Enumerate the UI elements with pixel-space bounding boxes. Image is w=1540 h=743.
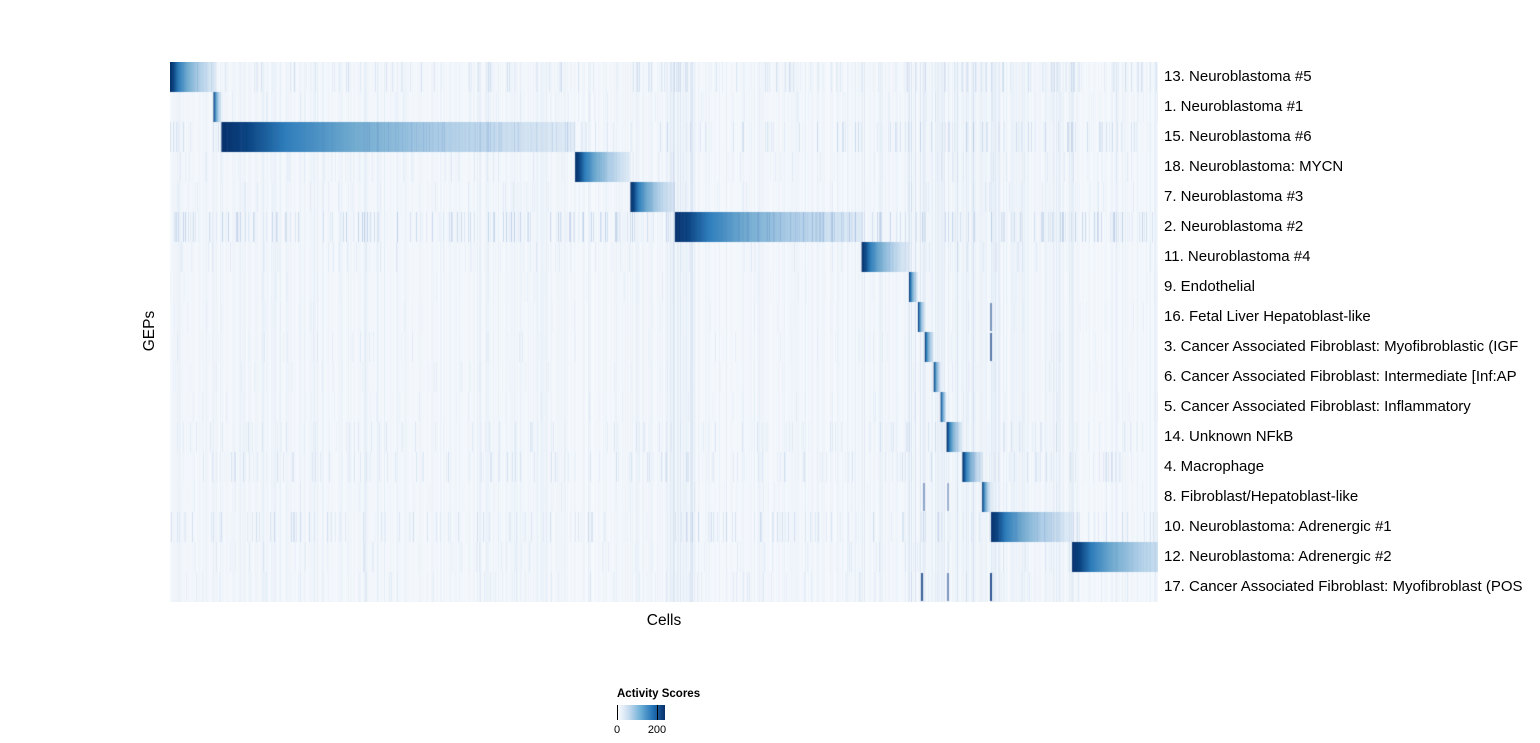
gep-row-label: 6. Cancer Associated Fibroblast: Interme… bbox=[1164, 368, 1517, 385]
gep-row-label: 4. Macrophage bbox=[1164, 458, 1265, 475]
gep-row-label: 10. Neuroblastoma: Adrenergic #1 bbox=[1164, 518, 1392, 535]
legend-tick-min bbox=[617, 705, 618, 720]
gep-row-label: 15. Neuroblastoma #6 bbox=[1164, 128, 1312, 145]
legend-label-max: 200 bbox=[647, 724, 667, 736]
gep-row-label: 5. Cancer Associated Fibroblast: Inflamm… bbox=[1164, 398, 1471, 415]
gep-row-label: 12. Neuroblastoma: Adrenergic #2 bbox=[1164, 548, 1392, 565]
gep-row-label: 13. Neuroblastoma #5 bbox=[1164, 68, 1312, 85]
gep-row-label: 18. Neuroblastoma: MYCN bbox=[1164, 158, 1344, 175]
gep-row-label: 16. Fetal Liver Hepatoblast-like bbox=[1164, 308, 1371, 325]
y-axis-label: GEPs bbox=[141, 310, 158, 352]
legend-title: Activity Scores bbox=[617, 688, 701, 700]
legend-colorbar bbox=[617, 705, 665, 720]
legend-tick-max bbox=[656, 705, 658, 720]
legend-label-min: 0 bbox=[613, 724, 621, 736]
gep-row-label: 3. Cancer Associated Fibroblast: Myofibr… bbox=[1164, 338, 1519, 355]
gep-row-label: 17. Cancer Associated Fibroblast: Myofib… bbox=[1164, 578, 1523, 595]
gep-row-label: 11. Neuroblastoma #4 bbox=[1164, 248, 1311, 265]
gep-row-label: 14. Unknown NFkB bbox=[1164, 428, 1294, 445]
heatmap-canvas bbox=[170, 62, 1158, 602]
gep-row-label: 7. Neuroblastoma #3 bbox=[1164, 188, 1304, 205]
x-axis-label: Cells bbox=[646, 612, 682, 629]
gep-row-label: 9. Endothelial bbox=[1164, 278, 1255, 295]
gep-row-label: 2. Neuroblastoma #2 bbox=[1164, 218, 1304, 235]
gep-row-label: 1. Neuroblastoma #1 bbox=[1164, 98, 1304, 115]
gep-row-label: 8. Fibroblast/Hepatoblast-like bbox=[1164, 488, 1359, 505]
